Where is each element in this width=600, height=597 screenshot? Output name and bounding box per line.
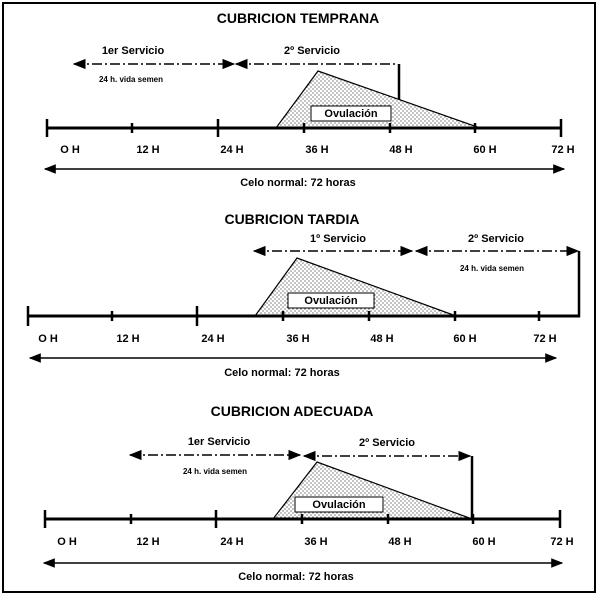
tick-label: 12 H [136, 536, 159, 548]
tick-label: 24 H [201, 333, 224, 345]
ovulation-box [287, 292, 375, 309]
semen-life-note: 24 h. vida semen [99, 75, 163, 84]
section-title: CUBRICION ADECUADA [211, 403, 374, 419]
celo-label: Celo normal: 72 horas [240, 177, 356, 189]
first-service-label: 1er Servicio [188, 436, 251, 448]
tick-label: 72 H [551, 144, 574, 156]
axis-ticks [26, 306, 541, 326]
section-tardia: CUBRICION TARDIA 1º Servicio 2º Servicio… [26, 211, 581, 379]
section-title: CUBRICION TARDIA [224, 211, 359, 227]
ovulation-label: Ovulación [312, 499, 365, 511]
tick-label: 24 H [220, 536, 243, 548]
axis-ticks [43, 510, 562, 528]
tick-label: O H [60, 144, 80, 156]
tick-label: O H [57, 536, 77, 548]
tick-label: 36 H [305, 144, 328, 156]
tick-label: 72 H [533, 333, 556, 345]
tick-label: 48 H [389, 144, 412, 156]
second-service-label: 2º Servicio [468, 233, 524, 245]
tick-label: 24 H [220, 144, 243, 156]
first-service-label: 1er Servicio [102, 45, 165, 57]
tick-label: O H [38, 333, 58, 345]
celo-label: Celo normal: 72 horas [238, 571, 354, 583]
semen-life-note: 24 h. vida semen [183, 467, 247, 476]
ovulation-label: Ovulación [304, 295, 357, 307]
tick-label: 12 H [136, 144, 159, 156]
second-service-label: 2º Servicio [284, 45, 340, 57]
tick-label: 12 H [116, 333, 139, 345]
second-service-label: 2º Servicio [359, 437, 415, 449]
section-temprana: CUBRICION TEMPRANA 1er Servicio 24 h. vi… [43, 10, 575, 189]
ovulation-label: Ovulación [324, 108, 377, 120]
axis-ticks [45, 119, 563, 137]
tick-label: 48 H [370, 333, 393, 345]
tick-label: 60 H [472, 536, 495, 548]
ovulation-box [310, 105, 392, 122]
tick-label: 48 H [388, 536, 411, 548]
section-adecuada: CUBRICION ADECUADA 1er Servicio 24 h. vi… [42, 403, 574, 583]
ovulation-box [294, 496, 384, 513]
first-service-label: 1º Servicio [310, 233, 366, 245]
tick-label: 72 H [550, 536, 573, 548]
semen-life-note: 24 h. vida semen [460, 264, 524, 273]
celo-label: Celo normal: 72 horas [224, 367, 340, 379]
section-title: CUBRICION TEMPRANA [217, 10, 380, 26]
tick-label: 36 H [304, 536, 327, 548]
tick-label: 60 H [453, 333, 476, 345]
tick-label: 36 H [286, 333, 309, 345]
tick-label: 60 H [473, 144, 496, 156]
